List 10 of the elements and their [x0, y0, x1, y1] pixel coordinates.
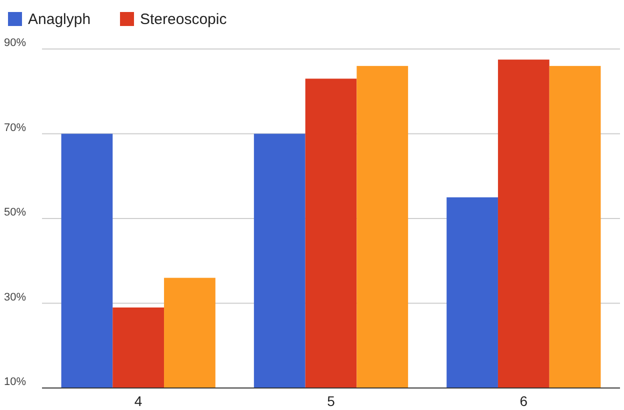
y-tick-label: 10%	[4, 376, 26, 388]
y-tick-label: 30%	[4, 291, 26, 304]
y-tick-label: 90%	[4, 37, 26, 49]
legend-label: Anaglyph	[28, 11, 91, 28]
y-tick-label: 70%	[4, 122, 26, 134]
legend-label: Stereoscopic	[140, 11, 228, 28]
x-tick-label: 4	[134, 393, 142, 409]
x-tick-label: 6	[520, 393, 528, 409]
y-tick-label: 50%	[4, 206, 26, 218]
x-tick-label: 5	[327, 393, 336, 409]
